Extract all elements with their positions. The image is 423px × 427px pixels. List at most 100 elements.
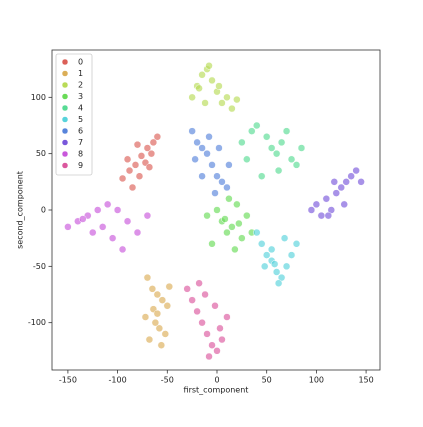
point [253,121,261,130]
point [123,217,132,226]
legend-marker [61,104,69,112]
point [133,228,142,237]
point [272,149,281,158]
point [260,262,269,271]
point [357,178,365,186]
point [233,95,241,104]
point [145,163,154,171]
point [131,161,140,169]
legend-label: 3 [78,92,83,101]
point [133,140,142,149]
y-axis-label: second_component [16,171,25,249]
point [332,189,341,197]
x-tick-label: 100 [309,376,324,385]
point [213,206,221,214]
point [280,234,289,242]
point [198,172,206,180]
point [145,335,154,344]
point [238,138,246,147]
point [195,279,203,287]
point [216,324,224,333]
point [208,76,216,85]
point [257,240,266,248]
legend-marker [61,150,69,158]
legend-marker [61,139,69,146]
point [128,183,137,192]
point [257,172,266,180]
point [312,200,321,209]
point [282,127,291,135]
legend-marker [61,81,69,89]
point [141,313,150,321]
point [208,240,216,248]
legend-label: 2 [78,81,83,90]
point [287,251,296,259]
x-tick-label: 0 [214,376,219,385]
x-axis-label: first_component [184,386,249,395]
point [143,211,152,220]
legend-label: 5 [78,115,83,124]
point [165,282,174,291]
point [253,228,261,237]
y-tick-label: 0 [41,206,46,215]
point [118,245,127,254]
point [267,144,276,152]
point [103,200,112,209]
x-tick-label: 50 [262,376,272,385]
legend-label: 1 [78,69,83,78]
point [231,245,239,254]
point [262,251,271,259]
point [188,93,196,102]
point [195,84,203,93]
point [215,82,223,90]
point [201,99,209,107]
point [183,285,191,293]
point [223,313,231,321]
point [228,104,236,113]
point [93,206,102,214]
legend-label: 0 [78,58,83,67]
point [89,228,97,237]
x-tick-label: -150 [59,376,77,385]
point [297,144,306,152]
point [223,228,231,237]
point [238,234,246,242]
point [221,215,229,223]
point [223,93,231,102]
point [352,166,360,175]
point [215,144,223,152]
point [213,347,221,355]
point [149,138,158,147]
point [272,268,281,276]
point [201,290,209,299]
point [330,178,339,186]
point [274,166,283,175]
point [203,330,211,338]
point [223,183,231,192]
point [340,200,348,209]
y-tick-label: 100 [31,93,46,102]
point [188,127,196,135]
point [347,172,355,180]
point [208,341,216,349]
point [148,285,157,293]
point [143,144,152,152]
point [191,155,199,164]
point [205,133,213,141]
legend-marker [61,70,69,77]
point [211,302,219,310]
point [324,211,333,220]
legend-label: 4 [78,104,83,113]
legend-marker [61,127,69,135]
point [79,215,87,223]
point [225,194,233,203]
point [317,211,326,220]
legend-label: 9 [78,161,83,170]
point [233,200,241,209]
point [218,99,226,107]
point [218,178,226,186]
point [143,273,152,282]
legend-label: 6 [78,127,83,136]
x-tick-label: -50 [161,376,174,385]
